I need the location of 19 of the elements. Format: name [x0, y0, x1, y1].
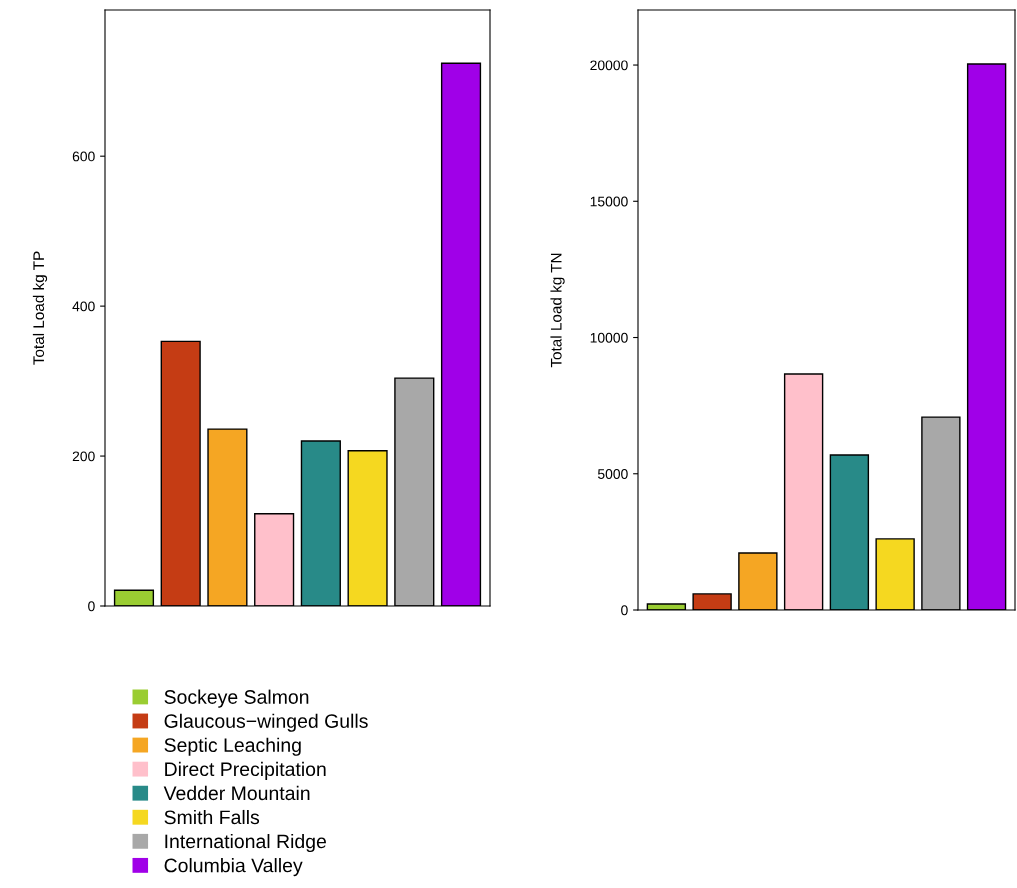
legend-label: Smith Falls [164, 809, 260, 825]
y-tick-label: 0 [621, 605, 628, 616]
y-tick-label: 10000 [590, 332, 628, 343]
legend-label: Sockeye Salmon [164, 689, 309, 708]
y-axis-title: Total Load kg TN [550, 253, 565, 368]
y-tick-label: 0 [88, 601, 95, 612]
y-tick-label: 20000 [590, 60, 628, 71]
y-tick-label: 15000 [590, 196, 628, 207]
y-axis-title: Total Load kg TP [32, 251, 48, 365]
legend-label: International Ridge [165, 833, 326, 853]
legend-label: Glaucous−winged Gulls [164, 713, 368, 732]
y-tick-label: 5000 [597, 469, 628, 479]
legend-label: Columbia Valley [164, 858, 303, 877]
legend-label: Vedder Mountain [163, 785, 310, 801]
legend-label: Direct Precipitation [165, 761, 326, 780]
y-tick-label: 600 [72, 151, 95, 162]
y-tick-label: 400 [72, 301, 95, 312]
legend-label: Septic Leaching [164, 737, 301, 756]
y-tick-label: 200 [72, 451, 95, 462]
